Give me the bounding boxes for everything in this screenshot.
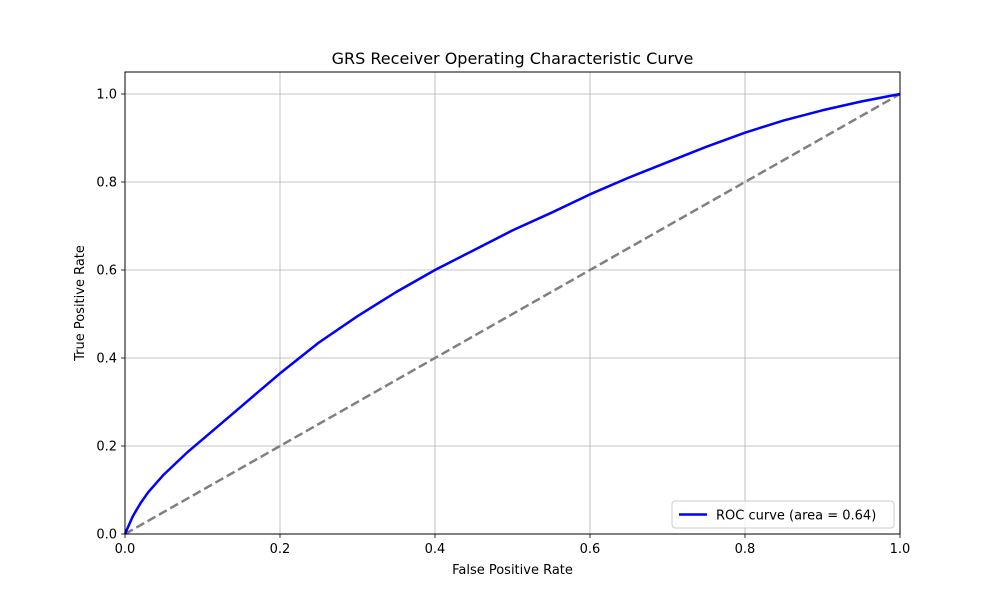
chance-diagonal-line [124,92,901,536]
roc-curve-line [123,92,901,535]
x-tick-label: 0.8 [735,542,756,557]
legend: ROC curve (area = 0.64) [671,500,895,529]
x-tick-label: 0.2 [270,542,291,557]
grid-layer [124,72,901,535]
x-tick-label: 0.0 [115,542,136,557]
tick-layer: 0.0 0.2 0.4 0.6 0.8 1.0 0.0 0.2 0.4 0.6 0.8 1.0 [96,88,910,558]
plot-frame [124,71,901,535]
y-tick-label: 0.4 [96,352,117,367]
y-tick-label: 1.0 [96,88,117,103]
y-tick-label: 0.6 [96,264,117,279]
series-layer [123,92,901,536]
y-tick-label: 0.8 [96,176,117,191]
chart-title: GRS Receiver Operating Characteristic Cu… [332,49,694,68]
y-axis-label: True Positive Rate [73,245,88,362]
y-tick-label: 0.2 [96,440,117,455]
x-axis-label: False Positive Rate [452,563,573,578]
x-tick-label: 0.6 [580,542,601,557]
x-tick-label: 1.0 [890,542,911,557]
legend-box [671,500,895,529]
y-tick-label: 0.0 [96,528,117,543]
x-tick-label: 0.4 [425,542,446,557]
legend-entry-label: ROC curve (area = 0.64) [716,509,876,524]
